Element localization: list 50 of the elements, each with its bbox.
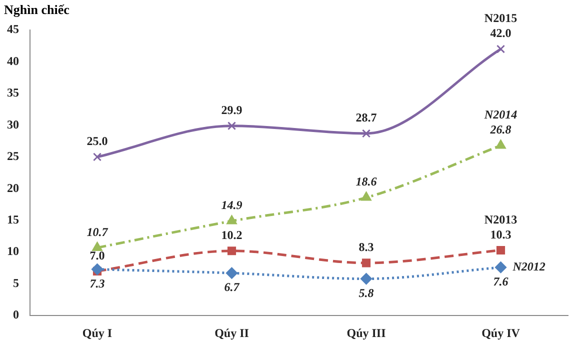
data-label: 8.3 [358, 240, 374, 254]
data-label: 7.3 [90, 276, 105, 290]
data-label: 7.6 [493, 274, 508, 288]
x-tick-label: Qúy IV [482, 326, 520, 340]
y-tick-label: 45 [7, 22, 19, 36]
point [495, 262, 506, 274]
text: N2015 [484, 11, 518, 26]
point [227, 246, 236, 256]
point [92, 264, 103, 276]
x-tick-label: Qúy II [214, 326, 250, 340]
data-label: 42.0 [490, 26, 512, 40]
point [92, 242, 102, 251]
data-label: 10.7 [86, 224, 109, 239]
point [226, 267, 238, 279]
point [360, 273, 372, 285]
data-label: 28.7 [356, 110, 377, 125]
y-tick-label: 30 [7, 117, 19, 132]
point [496, 140, 506, 149]
point [361, 192, 372, 201]
series-label: N2012 [512, 259, 546, 274]
point [226, 215, 237, 224]
data-label: 10.2 [221, 228, 242, 242]
y-tick-label: 25 [7, 149, 19, 164]
y-tick-label: 40 [7, 54, 19, 68]
data-label: 6.7 [224, 280, 240, 294]
y-axis-title: Nghìn chiếc [4, 2, 70, 18]
text: N2014 [483, 108, 518, 122]
point [227, 122, 236, 130]
point [92, 152, 102, 162]
y-tick-label: 10 [7, 244, 19, 258]
data-label: 10.3 [490, 227, 512, 242]
y-tick-label: 5 [13, 276, 19, 290]
y-tick-label: 0 [13, 308, 19, 322]
y-tick-label: 15 [7, 212, 19, 226]
x-tick-label: Qúy III [346, 326, 386, 340]
data-label: 29.9 [221, 102, 242, 117]
data-label: 18.6 [356, 174, 377, 189]
point [362, 129, 371, 138]
data-label: 14.9 [221, 198, 242, 212]
data-label: 5.8 [358, 286, 374, 300]
y-tick-label: 35 [7, 86, 19, 100]
point [362, 258, 371, 268]
data-label: 7.0 [90, 248, 105, 262]
data-label: 25.0 [86, 134, 108, 148]
point [496, 246, 506, 255]
point [496, 44, 506, 54]
y-tick-label: 20 [7, 180, 19, 195]
x-tick-label: Qúy I [82, 326, 112, 340]
data-label: 26.8 [489, 122, 512, 137]
text: N2013 [484, 212, 518, 226]
